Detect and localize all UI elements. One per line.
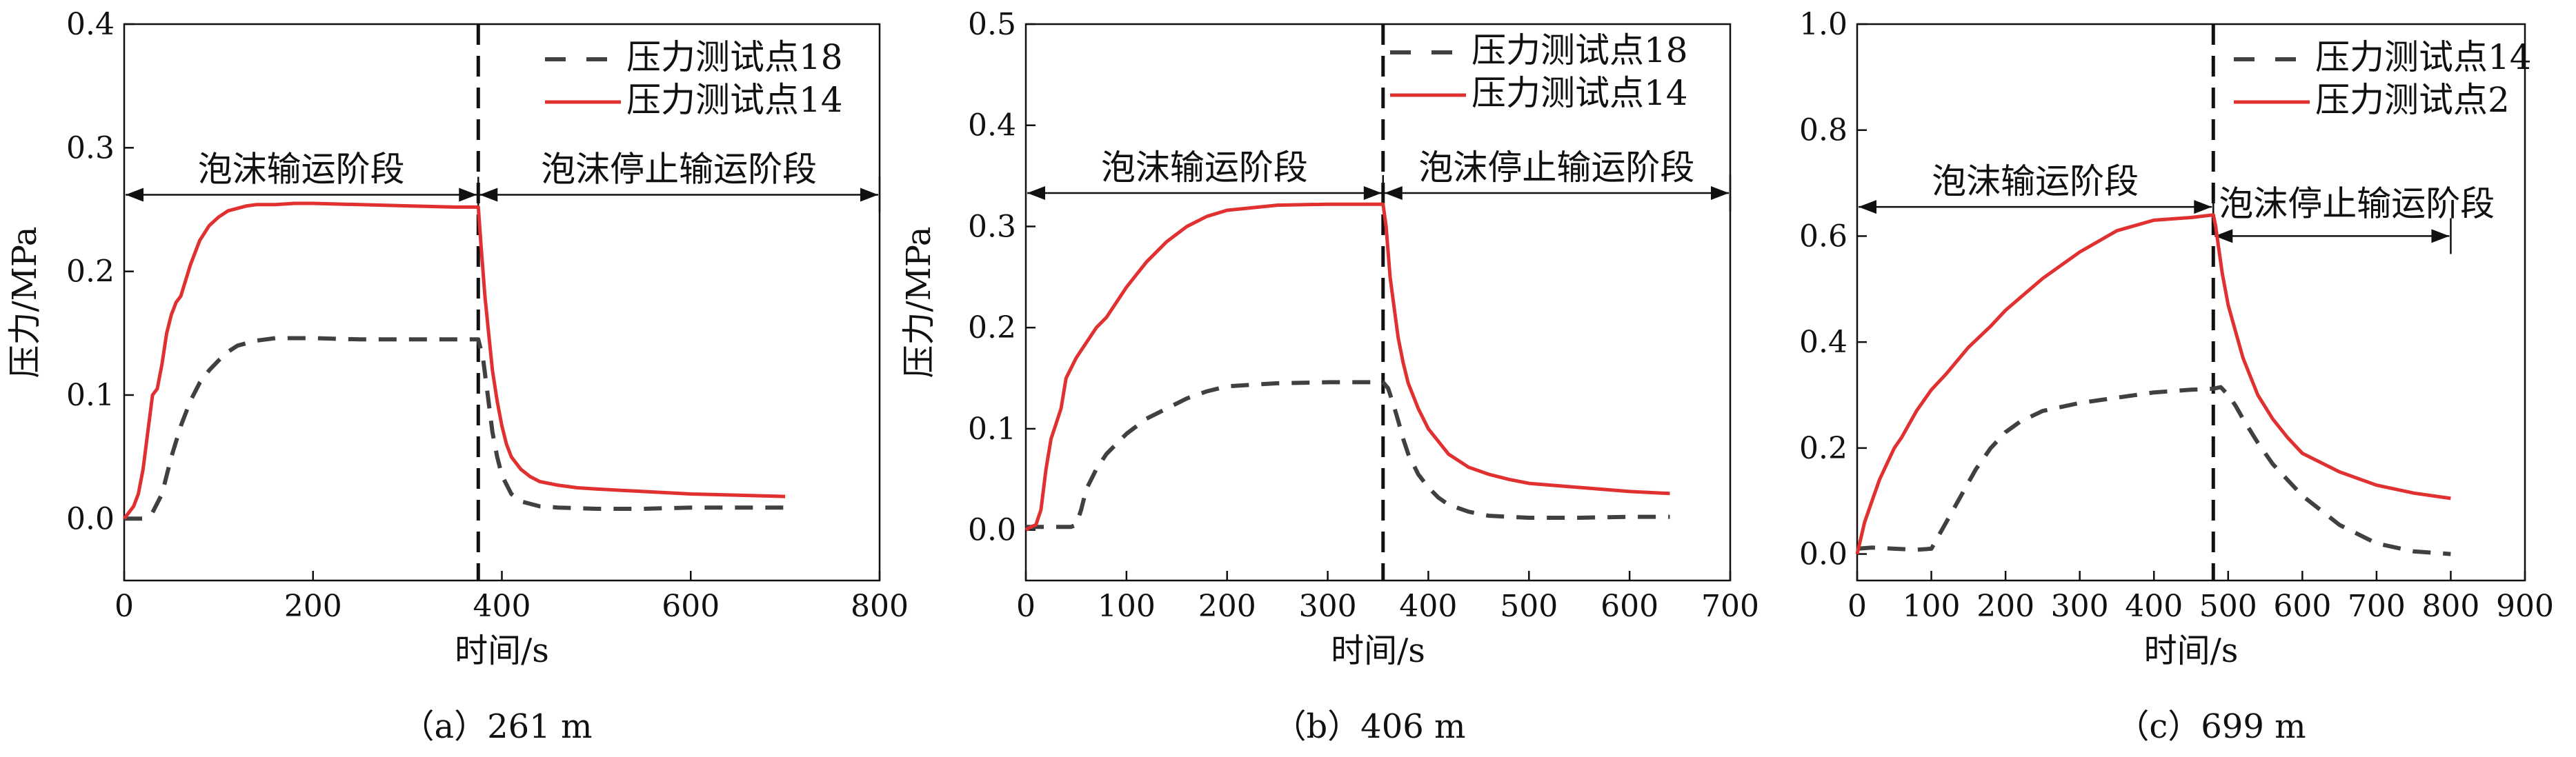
arrow-head-left (2215, 229, 2233, 243)
chart-2: 0 100 200 300 400 500 600 700 0.0 0.1 0.2 0.3 0.4 0.5… (900, 7, 1759, 746)
x-tick-label: 700 (1701, 589, 1759, 624)
x-tick-label: 400 (473, 589, 531, 624)
x-tick-label: 800 (851, 589, 909, 624)
arrow-head-left (1384, 186, 1403, 201)
y-tick-label: 0.2 (968, 310, 1016, 345)
y-tick-label: 1.0 (1799, 7, 1847, 42)
y-tick-label: 0.3 (968, 209, 1016, 244)
phase-label: 泡沫停止输运阶段 (541, 149, 817, 189)
phase-arrow-2: 泡沫停止输运阶段 (479, 149, 881, 213)
phase-arrow-2: 泡沫停止输运阶段 (1384, 148, 1732, 212)
series-line-1 (1026, 380, 1670, 529)
y-tick-label: 0.6 (1799, 219, 1847, 254)
y-tick-label: 0.1 (968, 412, 1016, 447)
y-tick-label: 0.5 (968, 7, 1016, 42)
y-tick-label: 0.2 (1799, 431, 1847, 466)
subfigure-caption: （a）261 m (401, 707, 592, 746)
x-tick-label: 200 (1976, 589, 2034, 624)
plot-frame (1856, 23, 2526, 582)
x-axis-label: 时间/s (1331, 632, 1425, 670)
x-axis-label: 时间/s (455, 632, 549, 670)
arrow-head-right (2431, 229, 2450, 243)
chart-1: 0 200 400 600 800 0.0 0.1 0.2 0.3 0.4 时间/s 压力/MPa （a… (6, 7, 909, 746)
x-tick-label: 900 (2496, 589, 2554, 624)
subfigure-caption: （c）699 m (2116, 707, 2306, 746)
x-tick-label: 700 (2348, 589, 2406, 624)
y-axis-label: 压力/MPa (900, 226, 938, 378)
y-tick-label: 0.0 (66, 501, 115, 536)
chart-3: 0 100 200 300 400 500 600 700 800 900 0.0 0.2 0.4 0.6… (1799, 7, 2554, 746)
arrow-head-right (1711, 186, 1729, 201)
x-tick-label: 300 (1299, 589, 1357, 624)
x-tick-label: 400 (1399, 589, 1457, 624)
x-tick-label: 0 (115, 589, 134, 624)
legend-entry: 压力测试点18 (626, 37, 843, 77)
arrow-head-left (1027, 186, 1045, 201)
series-line-2 (123, 201, 786, 520)
arrow-head-right (459, 188, 477, 202)
series-line-1 (124, 336, 786, 521)
arrow-head-left (479, 188, 498, 202)
phase-arrow-1: 泡沫输运阶段 (126, 149, 479, 213)
y-tick-label: 0.0 (968, 513, 1016, 548)
y-tick-label: 0.0 (1799, 537, 1847, 572)
phase-label: 泡沫输运阶段 (1932, 161, 2139, 201)
phase-arrow-1: 泡沫输运阶段 (1859, 161, 2215, 225)
series-line-2 (1855, 213, 2451, 555)
legend-entry: 压力测试点14 (626, 80, 843, 120)
x-tick-label: 300 (2051, 589, 2109, 624)
x-tick-label: 500 (2199, 589, 2257, 624)
legend-entry: 压力测试点14 (2315, 37, 2532, 77)
y-tick-label: 0.8 (1799, 113, 1847, 148)
phase-label: 泡沫输运阶段 (198, 149, 405, 189)
y-tick-label: 0.1 (66, 378, 115, 413)
y-tick-label: 0.2 (66, 254, 115, 290)
y-tick-label: 0.4 (1799, 325, 1847, 360)
x-axis-label: 时间/s (2144, 632, 2239, 670)
arrow-head-right (1363, 186, 1382, 201)
x-tick-label: 600 (2273, 589, 2331, 624)
arrow-head-left (1859, 200, 1876, 214)
arrow-head-left (126, 188, 143, 202)
x-tick-label: 200 (1198, 589, 1256, 624)
series-line-1 (1856, 385, 2451, 556)
plot-frame (1024, 23, 1732, 582)
x-tick-label: 0 (1847, 589, 1867, 624)
x-tick-label: 600 (662, 589, 720, 624)
phase-label: 泡沫停止输运阶段 (2219, 183, 2495, 223)
arrow-head-right (860, 188, 878, 202)
x-tick-label: 100 (1903, 589, 1961, 624)
y-axis-label: 压力/MPa (6, 226, 44, 378)
x-tick-label: 200 (284, 589, 342, 624)
x-tick-label: 400 (2125, 589, 2183, 624)
y-tick-label: 0.3 (66, 130, 115, 165)
series-line-2 (1024, 202, 1670, 532)
phase-label: 泡沫停止输运阶段 (1418, 148, 1694, 188)
arrow-head-right (2194, 200, 2212, 214)
phase-label: 泡沫输运阶段 (1101, 148, 1308, 188)
legend-entry: 压力测试点2 (2315, 80, 2510, 120)
y-tick-label: 0.4 (66, 7, 115, 42)
x-tick-label: 100 (1098, 589, 1156, 624)
subfigure-caption: （b）406 m (1273, 707, 1465, 746)
legend-entry: 压力测试点14 (1472, 73, 1688, 113)
phase-arrow-1: 泡沫输运阶段 (1027, 148, 1385, 212)
y-tick-label: 0.4 (968, 108, 1016, 143)
phase-arrow-2: 泡沫停止输运阶段 (2215, 183, 2495, 254)
x-tick-label: 500 (1500, 589, 1558, 624)
x-tick-label: 600 (1601, 589, 1658, 624)
legend-entry: 压力测试点18 (1472, 30, 1688, 70)
x-tick-label: 0 (1016, 589, 1036, 624)
x-tick-label: 800 (2421, 589, 2479, 624)
